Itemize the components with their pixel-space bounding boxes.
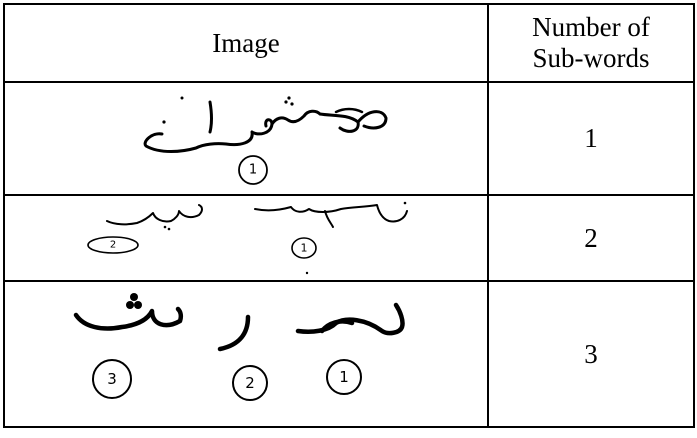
table-row: 3 2 1 3 xyxy=(3,280,695,428)
sub-word-marker-ring xyxy=(326,359,362,395)
word-stroke xyxy=(319,319,355,334)
header-number-of-sub-words: Number of Sub-words xyxy=(487,3,695,83)
word-stroke xyxy=(318,112,360,133)
sub-word-marker-ring xyxy=(92,359,132,399)
sub-word-count: 3 xyxy=(487,280,695,428)
handwritten-word-image-2: 2 1 xyxy=(79,199,413,277)
header-count-line2: Sub-words xyxy=(532,43,650,73)
sub-word-marker-number: 1 xyxy=(301,242,308,255)
header-count-line1: Number of xyxy=(532,12,650,42)
sub-word-marker-ring xyxy=(87,236,139,254)
table-header-row: Image Number of Sub-words xyxy=(3,3,695,83)
dot xyxy=(305,271,309,275)
dot xyxy=(167,227,171,231)
sub-word-marker-number: 2 xyxy=(245,374,255,392)
sub-word-marker-number: 1 xyxy=(339,368,349,386)
sub-word-marker-ring xyxy=(291,237,317,259)
word-stroke xyxy=(143,118,274,153)
image-cell: 2 1 xyxy=(3,194,489,282)
word-stroke xyxy=(217,314,251,352)
header-image: Image xyxy=(3,3,489,83)
dot xyxy=(284,100,288,104)
word-stroke xyxy=(73,306,184,331)
word-stroke xyxy=(106,204,203,226)
subwords-table: Image Number of Sub-words xyxy=(3,3,695,428)
sub-word-marker-number: 1 xyxy=(249,163,257,178)
handwritten-word-image-3: 3 2 1 xyxy=(70,287,422,421)
sub-word-count: 2 xyxy=(487,194,695,282)
word-stroke xyxy=(356,110,388,130)
dot xyxy=(290,102,294,106)
word-stroke xyxy=(254,204,408,223)
dot xyxy=(130,293,138,301)
word-stroke xyxy=(270,109,322,126)
table-row: 2 1 2 xyxy=(3,194,695,282)
word-stroke xyxy=(208,100,213,134)
word-stroke xyxy=(324,210,334,228)
sub-word-count: 1 xyxy=(487,81,695,196)
sub-word-marker-number: 3 xyxy=(107,370,117,388)
table-row: 1 1 xyxy=(3,81,695,196)
image-cell: 3 2 1 xyxy=(3,280,489,428)
dot xyxy=(134,301,142,309)
sub-word-marker-number: 2 xyxy=(110,240,116,251)
handwritten-word-image-1: 1 xyxy=(14,88,478,189)
dot xyxy=(287,96,291,100)
dot xyxy=(163,225,167,229)
image-cell: 1 xyxy=(3,81,489,196)
dot xyxy=(180,96,184,100)
sub-word-marker-ring xyxy=(238,155,268,185)
dot xyxy=(162,120,166,124)
word-stroke xyxy=(295,302,405,336)
word-stroke xyxy=(334,107,364,114)
dot xyxy=(403,201,407,205)
dot xyxy=(126,301,134,309)
sub-word-marker-ring xyxy=(232,365,268,401)
